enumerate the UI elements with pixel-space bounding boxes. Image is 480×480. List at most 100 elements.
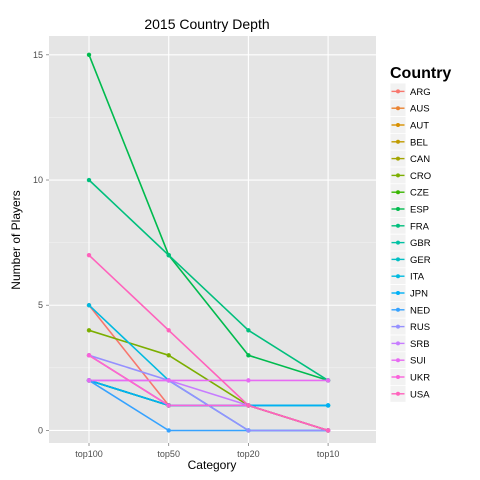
legend-item-cze: CZE: [389, 183, 429, 202]
data-point-usa: [86, 252, 92, 258]
series-lines: [88, 54, 329, 432]
legend-item-sui: SUI: [389, 351, 426, 369]
data-point-usa: [325, 428, 331, 433]
data-point-sui: [246, 378, 251, 383]
data-point-ukr: [86, 353, 92, 358]
legend-key-point: [396, 173, 400, 178]
series-points: [86, 52, 331, 433]
legend-label: CRO: [410, 171, 431, 182]
legend-key-point: [396, 106, 400, 111]
legend-item-ned: NED: [389, 300, 430, 319]
data-point-ita: [86, 303, 92, 308]
data-point-esp: [86, 52, 92, 57]
legend-key-point: [396, 391, 400, 396]
legend-label: ESP: [410, 205, 429, 216]
legend-label: AUT: [410, 121, 429, 132]
legend-label: NED: [410, 305, 430, 316]
legend-label: ARG: [410, 87, 431, 98]
legend-key-point: [396, 291, 400, 295]
legend-key-point: [396, 341, 400, 346]
legend-key-point: [396, 240, 400, 245]
data-point-ned: [166, 428, 171, 433]
legend-label: CAN: [410, 154, 430, 165]
legend-item-srb: SRB: [389, 334, 430, 353]
legend-item-arg: ARG: [389, 82, 431, 101]
series-line-esp: [88, 54, 329, 382]
data-point-usa: [246, 403, 251, 408]
y-axis: 0 5 10 15: [33, 50, 49, 435]
data-point-ukr: [166, 403, 171, 408]
minor-gridlines: [49, 117, 376, 369]
data-point-usa: [166, 328, 171, 333]
legend-key-point: [396, 139, 400, 144]
data-point-sui: [325, 378, 331, 383]
legend-label: SRB: [410, 339, 430, 350]
x-tick-label: top10: [317, 449, 340, 459]
legend-label: SUI: [410, 356, 426, 367]
legend-label: GBR: [410, 238, 431, 249]
series-line-fra: [88, 179, 329, 382]
x-axis-title: Category: [188, 458, 237, 472]
legend-key-point: [396, 123, 400, 127]
legend-item-bel: BEL: [389, 132, 428, 151]
data-point-fra: [246, 328, 251, 333]
legend-item-fra: FRA: [389, 216, 430, 235]
legend-key-point: [396, 375, 400, 379]
legend-label: ITA: [410, 272, 425, 283]
data-point-cro: [166, 353, 171, 358]
y-tick-label: 10: [33, 175, 43, 185]
data-point-cro: [86, 328, 92, 333]
legend-item-can: CAN: [389, 149, 430, 168]
y-tick-label: 5: [38, 300, 43, 310]
legend-item-ukr: UKR: [389, 368, 430, 386]
data-point-sui: [86, 378, 92, 383]
x-tick-label: top100: [75, 449, 103, 459]
y-tick-label: 15: [33, 50, 43, 60]
plot-panel: [49, 36, 376, 443]
series-line-usa: [88, 254, 329, 432]
y-axis-title: Number of Players: [9, 190, 23, 289]
legend-key-point: [396, 307, 400, 312]
legend-label: BEL: [410, 137, 428, 148]
legend-label: UKR: [410, 373, 430, 384]
legend-label: FRA: [410, 221, 430, 232]
major-gridlines: [49, 36, 376, 443]
legend: Country ARG AUS AUT BEL CAN CRO CZE ESP FRA GBR GE…: [389, 65, 451, 403]
legend-label: JPN: [410, 289, 428, 300]
data-point-sui: [166, 378, 171, 383]
legend-label: RUS: [410, 322, 430, 333]
legend-key-point: [396, 324, 400, 329]
legend-key-point: [396, 207, 400, 211]
legend-item-jpn: JPN: [389, 284, 428, 302]
legend-item-ita: ITA: [389, 267, 425, 285]
legend-item-rus: RUS: [389, 317, 430, 336]
data-point-fra: [166, 252, 171, 258]
legend-key-point: [396, 223, 400, 228]
legend-item-usa: USA: [389, 384, 430, 403]
legend-item-ger: GER: [389, 250, 431, 269]
data-point-jpn: [325, 403, 331, 408]
legend-label: USA: [410, 389, 430, 400]
legend-label: CZE: [410, 188, 429, 199]
legend-item-gbr: GBR: [389, 233, 431, 252]
legend-key-point: [396, 89, 400, 94]
chart-title: 2015 Country Depth: [144, 16, 269, 32]
legend-title: Country: [390, 65, 451, 82]
legend-item-esp: ESP: [389, 200, 429, 218]
legend-key-point: [396, 274, 400, 279]
legend-key-point: [396, 358, 400, 363]
x-tick-label: top20: [237, 449, 260, 459]
legend-key-point: [396, 257, 400, 262]
legend-key-point: [396, 156, 400, 161]
data-point-rus: [246, 428, 251, 433]
data-point-esp: [246, 353, 251, 358]
data-point-fra: [86, 177, 92, 183]
y-tick-label: 0: [38, 425, 43, 435]
legend-item-aut: AUT: [389, 116, 429, 134]
legend-item-cro: CRO: [389, 166, 431, 185]
x-axis: top100 top50 top20 top10: [75, 443, 339, 459]
legend-item-aus: AUS: [389, 99, 430, 118]
legend-label: GER: [410, 255, 431, 266]
legend-label: AUS: [410, 104, 430, 115]
